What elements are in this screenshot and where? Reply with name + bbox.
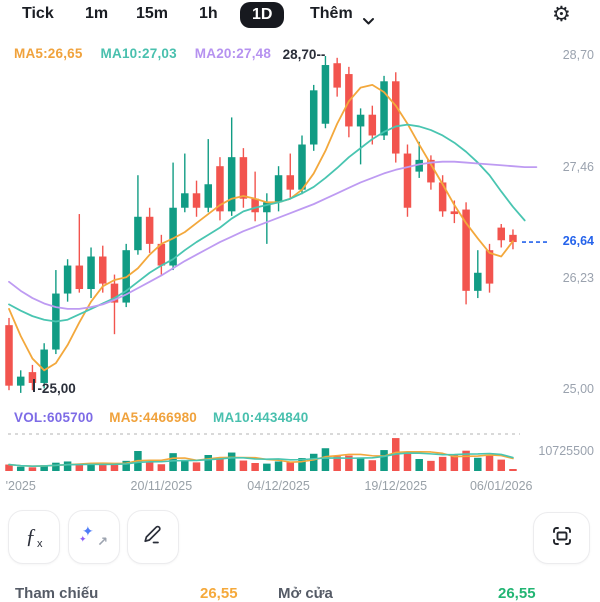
stat-open-value: 26,55 (498, 585, 536, 602)
low-annotation: -25,00 (37, 381, 76, 397)
ai-assistant-button[interactable]: ✦ ✦ ↗ (68, 510, 120, 564)
date-tick-2: 04/12/2025 (247, 479, 310, 493)
price-ma-legend: MA5:26,65 MA10:27,03 MA20:27,48 (14, 46, 271, 61)
legend-vol-ma5: MA5:4466980 (109, 410, 198, 425)
indicator-fx-button[interactable]: ƒx (8, 510, 60, 564)
price-tick-3: 25,00 (562, 382, 594, 397)
legend-ma10: MA10:27,03 (100, 46, 177, 61)
date-tick-0: '2025 (5, 479, 36, 493)
date-tick-4: 06/01/2026 (469, 479, 533, 493)
low-annotation-tick (33, 379, 36, 393)
volume-axis-label: 10725500 (538, 444, 594, 458)
legend-vol-ma10: MA10:4434840 (212, 410, 309, 425)
volume-ma-legend: VOL:605700 MA5:4466980 MA10:4434840 (14, 410, 308, 425)
tab-them-more[interactable]: Thêm (310, 5, 353, 22)
tab-1d-active[interactable]: 1D (240, 2, 285, 28)
fx-indicator-icon: ƒx (25, 524, 43, 550)
fullscreen-scan-button[interactable] (533, 512, 590, 564)
legend-vol: VOL:605700 (14, 410, 94, 425)
chevron-down-icon[interactable] (362, 13, 375, 31)
last-price-label: 26,64 (562, 234, 594, 249)
scan-fullscreen-icon (550, 524, 574, 553)
tab-1m[interactable]: 1m (85, 5, 109, 22)
tab-tick[interactable]: Tick (22, 5, 54, 22)
price-tick-1: 27,46 (562, 159, 594, 174)
date-tick-1: 20/11/2025 (130, 479, 193, 493)
legend-ma5: MA5:26,65 (14, 46, 83, 61)
date-tick-3: 19/12/2025 (364, 479, 428, 493)
timeframe-toolbar: Tick 1m 15m 1h 1D Thêm ⚙ (0, 0, 600, 38)
tab-1h[interactable]: 1h (199, 5, 218, 22)
high-annotation: 28,70-- (282, 47, 326, 62)
ai-sparkle-icon: ✦ ✦ ↗ (79, 523, 108, 549)
price-tick-2: 26,23 (562, 271, 594, 286)
stat-reference-label: Tham chiếu (15, 585, 99, 602)
legend-ma20: MA20:27,48 (194, 46, 272, 61)
stat-reference-value: 26,55 (200, 585, 238, 602)
tab-15m[interactable]: 15m (136, 5, 169, 22)
stat-open-label: Mở cửa (278, 585, 333, 602)
draw-pencil-icon (141, 523, 165, 552)
gear-icon[interactable]: ⚙ (552, 3, 571, 26)
price-tick-0: 28,70 (562, 48, 594, 62)
annotation-dashes: -- (316, 47, 326, 62)
volume-grid-dotted-line (8, 433, 520, 435)
draw-button[interactable] (127, 510, 179, 564)
